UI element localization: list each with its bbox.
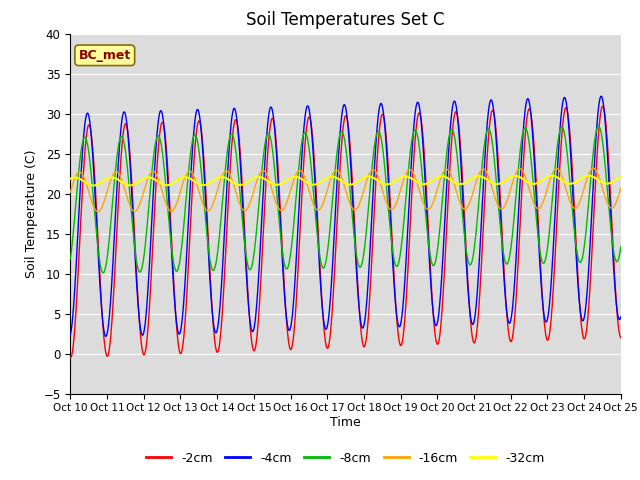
Legend: -2cm, -4cm, -8cm, -16cm, -32cm: -2cm, -4cm, -8cm, -16cm, -32cm	[141, 447, 550, 469]
Title: Soil Temperatures Set C: Soil Temperatures Set C	[246, 11, 445, 29]
X-axis label: Time: Time	[330, 416, 361, 429]
Y-axis label: Soil Temperature (C): Soil Temperature (C)	[25, 149, 38, 278]
Text: BC_met: BC_met	[79, 49, 131, 62]
